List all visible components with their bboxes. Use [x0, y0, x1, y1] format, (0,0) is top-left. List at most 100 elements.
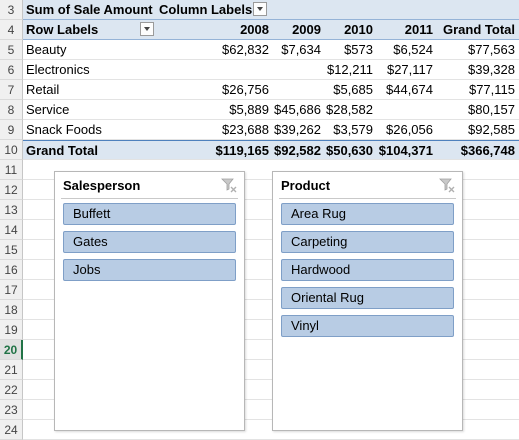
- pivot-row-labels[interactable]: Row Labels: [26, 22, 99, 37]
- row-total-cell[interactable]: $77,563: [468, 42, 515, 57]
- empty-row[interactable]: [23, 340, 519, 360]
- pivot-column-labels[interactable]: Column Labels: [159, 2, 253, 17]
- value-cell[interactable]: $26,056: [386, 122, 433, 137]
- empty-row[interactable]: [23, 160, 519, 180]
- value-cell[interactable]: $28,582: [326, 102, 373, 117]
- row-label[interactable]: Beauty: [26, 42, 67, 57]
- empty-row[interactable]: [23, 360, 519, 380]
- empty-row[interactable]: [23, 240, 519, 260]
- value-cell[interactable]: $45,686: [274, 102, 321, 117]
- clear-filter-icon[interactable]: [221, 177, 237, 193]
- value-cell[interactable]: [273, 80, 321, 100]
- column-labels-dropdown[interactable]: [253, 2, 267, 16]
- pivot-value-field[interactable]: Sum of Sale Amount: [26, 2, 153, 17]
- row-header[interactable]: 11: [0, 160, 23, 180]
- empty-row[interactable]: [23, 400, 519, 420]
- slicer-item-carpeting[interactable]: Carpeting: [281, 231, 454, 253]
- value-cell[interactable]: $39,262: [274, 122, 321, 137]
- pivot-column-header-row: Row Labels 2008 2009 2010 2011 Grand Tot…: [23, 20, 519, 40]
- grand-total-header[interactable]: Grand Total: [443, 22, 515, 37]
- slicer-item-vinyl[interactable]: Vinyl: [281, 315, 454, 337]
- table-row: Beauty $62,832 $7,634 $573 $6,524 $77,56…: [23, 40, 519, 60]
- row-header[interactable]: 10: [0, 140, 23, 160]
- table-row: Retail $26,756 $5,685 $44,674 $77,115: [23, 80, 519, 100]
- value-cell[interactable]: $23,688: [222, 122, 269, 137]
- value-cell[interactable]: $62,832: [222, 42, 269, 57]
- year-header[interactable]: 2011: [404, 22, 433, 37]
- row-header[interactable]: 17: [0, 280, 23, 300]
- row-header[interactable]: 16: [0, 260, 23, 280]
- value-cell[interactable]: $5,685: [333, 82, 373, 97]
- row-total-cell[interactable]: $77,115: [468, 82, 515, 97]
- empty-row[interactable]: [23, 180, 519, 200]
- grand-total-cell[interactable]: $366,748: [460, 143, 515, 158]
- row-label[interactable]: Service: [26, 102, 70, 117]
- row-header[interactable]: 22: [0, 380, 23, 400]
- slicer-item-hardwood[interactable]: Hardwood: [281, 259, 454, 281]
- value-cell[interactable]: [203, 60, 269, 80]
- slicer-item-gates[interactable]: Gates: [63, 231, 236, 253]
- value-cell[interactable]: $7,634: [281, 42, 321, 57]
- year-header[interactable]: 2010: [344, 22, 373, 37]
- empty-row[interactable]: [23, 260, 519, 280]
- row-total-cell[interactable]: $39,328: [468, 62, 515, 77]
- value-cell[interactable]: [273, 60, 321, 80]
- value-cell[interactable]: $5,889: [229, 102, 269, 117]
- row-header[interactable]: 14: [0, 220, 23, 240]
- grand-total-row: Grand Total $119,165 $92,582 $50,630 $10…: [23, 140, 519, 160]
- total-cell[interactable]: $104,371: [378, 143, 433, 158]
- row-header[interactable]: 6: [0, 60, 23, 80]
- row-header[interactable]: 18: [0, 300, 23, 320]
- value-cell[interactable]: [377, 100, 433, 120]
- grand-total-label[interactable]: Grand Total: [26, 143, 98, 158]
- empty-row[interactable]: [23, 280, 519, 300]
- value-cell[interactable]: $44,674: [386, 82, 433, 97]
- value-cell[interactable]: $3,579: [333, 122, 373, 137]
- row-header[interactable]: 23: [0, 400, 23, 420]
- slicer-item-area-rug[interactable]: Area Rug: [281, 203, 454, 225]
- empty-row[interactable]: [23, 380, 519, 400]
- slicer-divider: [279, 198, 456, 199]
- product-slicer[interactable]: Product Area Rug Carpeting Hardwood Orie…: [272, 171, 463, 431]
- row-header[interactable]: 15: [0, 240, 23, 260]
- row-header[interactable]: 4: [0, 20, 23, 40]
- value-cell[interactable]: $26,756: [222, 82, 269, 97]
- total-cell[interactable]: $92,582: [274, 143, 321, 158]
- row-label[interactable]: Snack Foods: [26, 122, 102, 137]
- row-header[interactable]: 9: [0, 120, 23, 140]
- value-cell[interactable]: $27,117: [386, 62, 433, 77]
- empty-row[interactable]: [23, 220, 519, 240]
- value-cell[interactable]: $573: [344, 42, 373, 57]
- row-label[interactable]: Retail: [26, 82, 60, 97]
- slicer-item-oriental-rug[interactable]: Oriental Rug: [281, 287, 454, 309]
- row-header[interactable]: 13: [0, 200, 23, 220]
- total-cell[interactable]: $119,165: [215, 143, 269, 158]
- row-header[interactable]: 12: [0, 180, 23, 200]
- row-total-cell[interactable]: $92,585: [468, 122, 515, 137]
- empty-row[interactable]: [23, 200, 519, 220]
- row-header[interactable]: 7: [0, 80, 23, 100]
- row-header-active[interactable]: 20: [0, 340, 23, 360]
- total-cell[interactable]: $50,630: [326, 143, 373, 158]
- value-cell[interactable]: $6,524: [393, 42, 433, 57]
- row-header[interactable]: 8: [0, 100, 23, 120]
- row-label[interactable]: Electronics: [26, 62, 90, 77]
- table-row: Snack Foods $23,688 $39,262 $3,579 $26,0…: [23, 120, 519, 140]
- row-header[interactable]: 19: [0, 320, 23, 340]
- row-header[interactable]: 3: [0, 0, 23, 20]
- empty-row[interactable]: [23, 320, 519, 340]
- row-header[interactable]: 24: [0, 420, 23, 440]
- clear-filter-icon[interactable]: [439, 177, 455, 193]
- row-header[interactable]: 21: [0, 360, 23, 380]
- empty-row[interactable]: [23, 300, 519, 320]
- salesperson-slicer[interactable]: Salesperson Buffett Gates Jobs: [54, 171, 245, 431]
- slicer-item-buffett[interactable]: Buffett: [63, 203, 236, 225]
- year-header[interactable]: 2009: [292, 22, 321, 37]
- year-header[interactable]: 2008: [240, 22, 269, 37]
- row-total-cell[interactable]: $80,157: [468, 102, 515, 117]
- row-header[interactable]: 5: [0, 40, 23, 60]
- slicer-item-jobs[interactable]: Jobs: [63, 259, 236, 281]
- row-labels-dropdown[interactable]: [140, 22, 154, 36]
- value-cell[interactable]: $12,211: [326, 62, 373, 77]
